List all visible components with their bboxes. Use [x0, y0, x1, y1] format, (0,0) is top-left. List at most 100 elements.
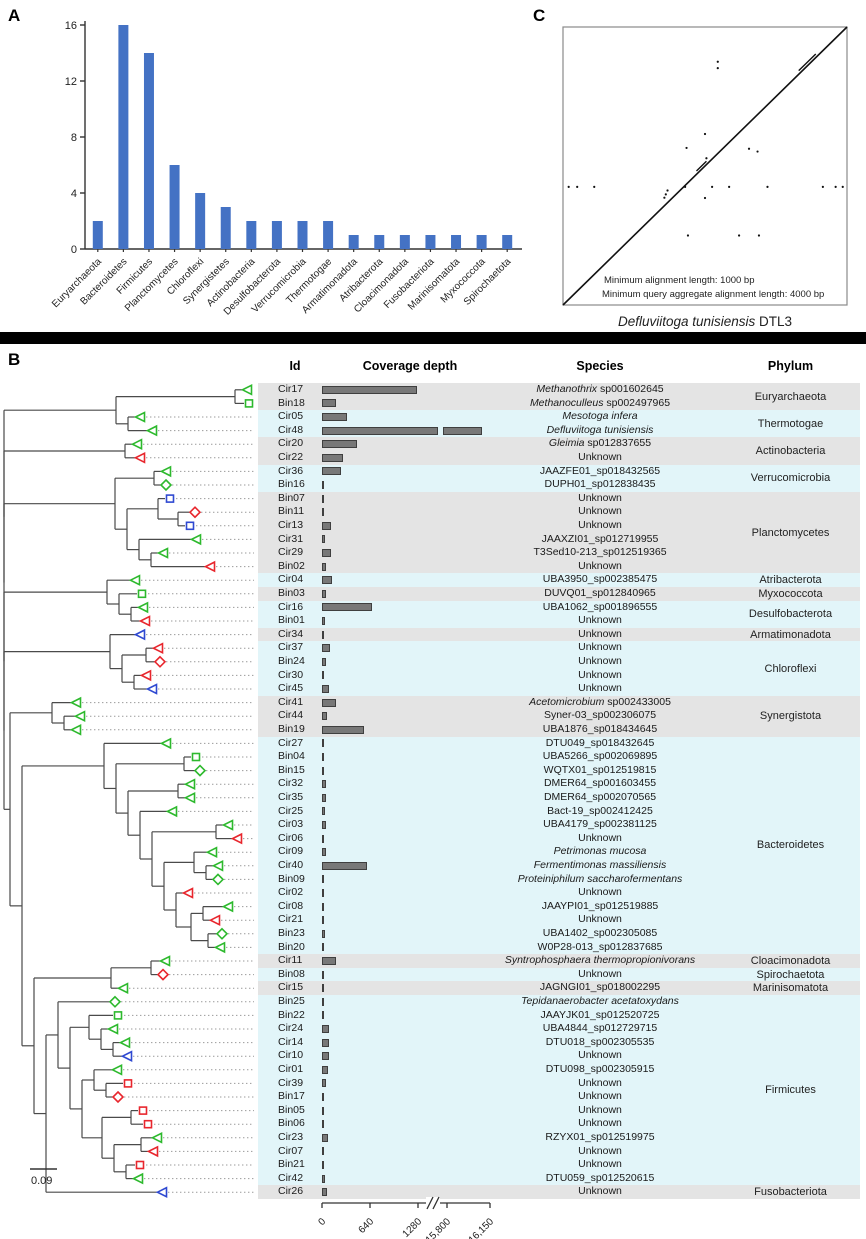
alignment-dot: [703, 132, 707, 136]
coverage-bar: [322, 1133, 328, 1142]
id-cell: Cir48: [278, 423, 304, 436]
species-cell: Unknown: [578, 1185, 622, 1198]
tree-leaf-marker-tri-red: [208, 914, 221, 926]
tree-leaf-marker-tri-green: [128, 574, 141, 586]
tree-leaf-marker-tri-green: [118, 1036, 131, 1049]
phylum-group-band: [258, 981, 860, 995]
coverage-bar: [322, 630, 325, 639]
phylum-label: Desulfobacterota: [748, 608, 833, 621]
bar: [169, 165, 180, 249]
tree-leaf-marker-tri-green: [131, 1172, 144, 1185]
id-cell: Cir02: [278, 886, 304, 899]
species-cell: UBA1062_sp001896555: [542, 600, 658, 613]
coverage-bar: [322, 521, 331, 530]
species-cell: Unknown: [578, 491, 622, 504]
coverage-bar: [322, 929, 325, 938]
coverage-bar: [322, 685, 330, 693]
x-axis-title: Defluviitoga tunisiensis DTL3: [618, 314, 792, 329]
dot-plot-alignment: Minimum alignment length: 1000 bp Minimum…: [562, 26, 848, 329]
coverage-bar: [322, 780, 326, 789]
species-cell: DTU098_sp002305915: [545, 1063, 655, 1075]
id-cell: Bin01: [278, 614, 305, 627]
species-cell: Unknown: [578, 505, 622, 518]
phylum-group-band: [258, 464, 860, 492]
phylum-group-band: [258, 995, 860, 1186]
bar: [476, 235, 487, 249]
bar: [399, 235, 410, 249]
phylum-label: Myxococcota: [758, 587, 823, 600]
species-cell: Unknown: [578, 1103, 622, 1116]
tree-leaf-marker-tri-blue: [133, 628, 146, 641]
alignment-dot: [737, 234, 741, 237]
species-cell: JAAYPI01_sp012519885: [541, 899, 659, 912]
min-alignment-note: Minimum alignment length: 1000 bp: [604, 275, 755, 286]
species-cell: Unknown: [578, 682, 622, 695]
species-cell: DTU059_sp012520615: [545, 1171, 655, 1184]
coverage-bar: [322, 902, 324, 911]
species-cell: Tepidanaerobacter acetatoxydans: [521, 995, 679, 1007]
tree-leaf-marker-tri-green: [69, 724, 82, 736]
id-cell: Cir24: [278, 1022, 304, 1035]
species-cell: DMER64_sp002070565: [543, 791, 657, 803]
tree-leaf-marker-tri-green: [159, 737, 172, 750]
id-cell: Cir11: [278, 954, 303, 967]
species-cell: Petrimonas mucosa: [553, 845, 647, 858]
coverage-bar: [322, 1093, 324, 1101]
tree-leaf-marker-tri-green: [189, 533, 202, 546]
alignment-dot: [663, 196, 666, 199]
tree-leaf-marker-tri-red: [151, 642, 164, 654]
tree-leaf-marker-di-green: [108, 995, 122, 1008]
id-cell: Cir29: [278, 546, 304, 559]
phylum-label: Synergistota: [759, 710, 822, 723]
coverage-bar: [322, 889, 324, 897]
id-cell: Bin20: [278, 940, 305, 953]
coverage-bar: [322, 807, 326, 816]
id-cell: Cir10: [278, 1049, 304, 1062]
phylum-label: Firmicutes: [765, 1084, 816, 1097]
species-cell: Unknown: [578, 668, 622, 681]
species-cell: UBA4179_sp002381125: [543, 818, 657, 831]
id-cell: Cir30: [278, 668, 304, 681]
species-cell: DTU049_sp018432645: [545, 736, 655, 749]
species-cell: Acetomicrobium sp002433005: [529, 695, 671, 708]
species-cell: JAAYJK01_sp012520725: [540, 1008, 660, 1021]
tree-leaf-marker-tri-green: [130, 438, 143, 450]
tree-leaf-marker-di-green: [211, 873, 225, 886]
alignment-dot: [716, 60, 719, 63]
tree-leaf-marker-tri-blue: [155, 1186, 168, 1198]
tree-leaf-marker-sq-red: [143, 1119, 153, 1129]
coverage-tick-label: 0: [316, 1216, 328, 1228]
phylum-group-band: [258, 954, 860, 968]
id-cell: Cir15: [278, 981, 304, 994]
coverage-bar: [322, 644, 331, 653]
species-cell: Unknown: [578, 886, 622, 899]
tree-leaf-marker-tri-red: [139, 669, 152, 682]
species-cell: Mesotoga infera: [562, 410, 638, 423]
coverage-bar: [322, 943, 324, 952]
bar: [195, 193, 206, 249]
coverage-bar: [322, 1079, 326, 1088]
panel-a-label: A: [8, 6, 21, 25]
id-cell: Cir17: [278, 383, 304, 395]
species-cell: Unknown: [578, 641, 622, 654]
coverage-bar: [322, 1188, 327, 1197]
phylum-group-band: [258, 587, 860, 601]
alignment-dot: [716, 67, 719, 70]
tree-leaf-marker-di-green: [193, 764, 207, 777]
coverage-bar: [322, 481, 324, 489]
bar: [143, 53, 154, 249]
id-cell: Cir08: [278, 899, 304, 912]
bar: [451, 235, 462, 249]
species-cell: Unknown: [578, 451, 622, 463]
species-cell: Unknown: [578, 1117, 622, 1130]
coverage-bar: [322, 698, 337, 707]
bar: [348, 235, 359, 249]
alignment-dot: [576, 185, 579, 188]
bar: [425, 235, 436, 249]
species-cell: Unknown: [578, 1144, 622, 1157]
tree-leaf-marker-tri-green: [145, 424, 158, 437]
bar: [374, 235, 385, 249]
species-cell: UBA1402_sp002305085: [542, 927, 658, 939]
species-cell: UBA1876_sp018434645: [542, 723, 658, 735]
